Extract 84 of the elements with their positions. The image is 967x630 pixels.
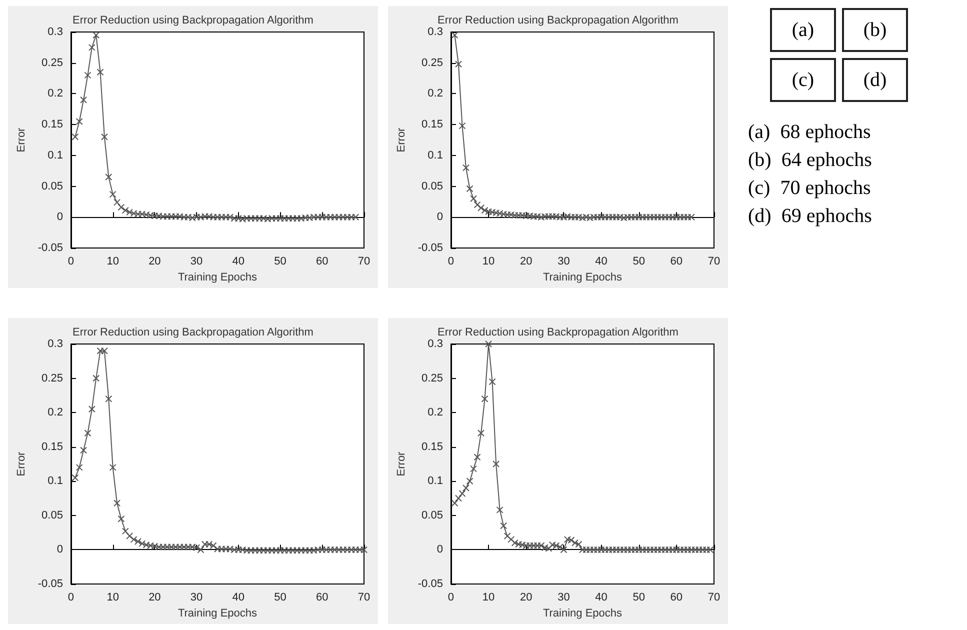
x-tick-label: 30 <box>190 592 203 604</box>
y-tick-label: 0.25 <box>42 56 63 69</box>
y-tick-label: 0 <box>436 544 443 556</box>
x-tick-label: 10 <box>482 592 495 604</box>
y-tick-label: -0.05 <box>418 242 443 254</box>
y-tick-label: 0.15 <box>422 118 443 131</box>
y-tick-label: 0 <box>56 544 63 556</box>
x-tick-label: 70 <box>708 256 720 268</box>
x-tick-label: 20 <box>148 592 161 604</box>
x-tick-label: 50 <box>632 592 645 604</box>
x-axis-title: Training Epochs <box>178 607 258 620</box>
x-tick-label: 10 <box>106 256 119 268</box>
y-tick-label: -0.05 <box>38 242 63 254</box>
chart-title: Error Reduction using Backpropagation Algorithm <box>72 14 314 26</box>
y-tick-label: 0.2 <box>48 88 63 100</box>
x-axis-title: Training Epochs <box>542 607 623 620</box>
x-tick-label: 60 <box>316 256 328 268</box>
x-tick-label: 70 <box>708 592 720 604</box>
x-tick-label: 10 <box>482 256 495 268</box>
y-tick-label: 0.3 <box>428 338 443 350</box>
y-tick-label: 0.2 <box>48 406 63 419</box>
chart-title: Error Reduction using Backpropagation Algorithm <box>72 326 314 338</box>
y-tick-label: 0 <box>436 211 443 224</box>
y-tick-label: 0.1 <box>428 149 443 162</box>
text: (a) 68 ephochs <box>748 120 872 145</box>
y-tick-label: 0.3 <box>428 26 443 38</box>
x-tick-label: 40 <box>232 592 245 604</box>
x-tick-label: 60 <box>670 256 683 268</box>
x-tick-label: 0 <box>68 256 74 268</box>
x-tick-label: 60 <box>670 592 683 604</box>
y-tick-label: 0.05 <box>422 180 443 192</box>
x-tick-label: 0 <box>68 592 74 604</box>
y-tick-label: -0.05 <box>38 578 63 590</box>
y-axis-title: Error <box>396 127 408 152</box>
x-tick-label: 30 <box>558 592 570 604</box>
x-tick-label: 20 <box>520 256 532 268</box>
label-box: (b) <box>842 8 908 52</box>
x-tick-label: 0 <box>448 592 454 604</box>
y-tick-label: 0.15 <box>42 440 63 453</box>
x-tick-label: 60 <box>316 592 328 604</box>
y-axis-title: Error <box>396 451 408 476</box>
label-box: (a) <box>770 8 836 52</box>
y-tick-label: 0.1 <box>48 475 63 488</box>
x-tick-label: 70 <box>358 592 370 604</box>
x-tick-label: 50 <box>274 592 286 604</box>
x-tick-label: 40 <box>595 256 608 268</box>
y-tick-label: 0.3 <box>48 338 63 350</box>
y-tick-label: 0.25 <box>422 372 443 384</box>
label-box: (d) <box>842 58 908 102</box>
y-tick-label: 0.15 <box>42 118 63 131</box>
text: (b) 64 ephochs <box>748 148 873 173</box>
x-tick-label: 70 <box>358 256 370 268</box>
x-axis-title: Training Epochs <box>178 271 258 284</box>
y-tick-label: 0.25 <box>42 372 63 384</box>
y-tick-label: 0.1 <box>428 475 443 488</box>
x-tick-label: 50 <box>274 256 286 268</box>
chart-title: Error Reduction using Backpropagation Algorithm <box>438 326 678 338</box>
y-tick-label: 0.25 <box>422 56 443 69</box>
y-axis-title: Error <box>16 127 28 152</box>
y-tick-label: 0.2 <box>428 406 443 419</box>
x-tick-label: 50 <box>632 256 645 268</box>
x-tick-label: 0 <box>448 256 454 268</box>
y-tick-label: 0.3 <box>48 26 63 38</box>
x-tick-label: 10 <box>106 592 119 604</box>
x-tick-label: 40 <box>232 256 245 268</box>
y-tick-label: 0.05 <box>42 509 63 522</box>
y-tick-label: -0.05 <box>418 578 443 590</box>
x-axis-title: Training Epochs <box>542 271 623 284</box>
x-tick-label: 20 <box>148 256 161 268</box>
x-tick-label: 30 <box>558 256 570 268</box>
y-tick-label: 0.05 <box>42 180 63 192</box>
y-tick-label: 0.05 <box>422 509 443 522</box>
label-box: (c) <box>770 58 836 102</box>
text: (c) 70 ephochs <box>748 176 872 201</box>
text: (d) 69 ephochs <box>748 204 873 229</box>
y-axis-title: Error <box>16 451 28 476</box>
y-tick-label: 0 <box>56 211 63 224</box>
y-tick-label: 0.1 <box>48 149 63 162</box>
x-tick-label: 20 <box>520 592 532 604</box>
x-tick-label: 40 <box>595 592 608 604</box>
y-tick-label: 0.15 <box>422 440 443 453</box>
x-tick-label: 30 <box>190 256 203 268</box>
y-tick-label: 0.2 <box>428 88 443 100</box>
chart-title: Error Reduction using Backpropagation Algorithm <box>438 14 678 26</box>
